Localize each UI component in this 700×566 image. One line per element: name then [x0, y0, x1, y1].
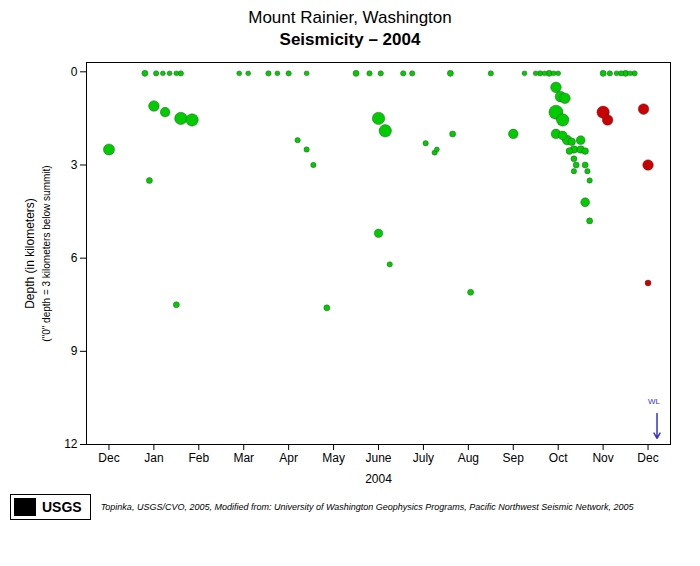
- svg-text:Dec: Dec: [98, 451, 119, 465]
- svg-text:Mar: Mar: [233, 451, 254, 465]
- svg-text:Aug: Aug: [458, 451, 479, 465]
- svg-text:May: May: [322, 451, 345, 465]
- svg-text:9: 9: [71, 344, 78, 358]
- svg-text:WL: WL: [648, 397, 661, 406]
- svg-text:June: June: [365, 451, 391, 465]
- html-text:USGS: USGS: [42, 499, 82, 515]
- html-text:Mount Rainier, Washington: Mount Rainier, Washington: [248, 8, 452, 27]
- svg-text:Jan: Jan: [144, 451, 163, 465]
- svg-text:12: 12: [64, 437, 78, 451]
- svg-text:Feb: Feb: [188, 451, 209, 465]
- svg-text:Dec: Dec: [637, 451, 658, 465]
- svg-text:Apr: Apr: [279, 451, 298, 465]
- svg-text:Nov: Nov: [592, 451, 613, 465]
- svg-text:2004: 2004: [365, 472, 392, 486]
- svg-text:July: July: [413, 451, 434, 465]
- svg-text:Depth (in kilometers): Depth (in kilometers): [23, 198, 37, 309]
- svg-text:Oct: Oct: [549, 451, 568, 465]
- svg-text:0: 0: [71, 65, 78, 79]
- svg-text:("0" depth = 3 kilometers belo: ("0" depth = 3 kilometers below summit): [41, 165, 52, 341]
- svg-text:3: 3: [71, 158, 78, 172]
- svg-text:6: 6: [71, 251, 78, 265]
- html-text:Seismicity – 2004: Seismicity – 2004: [279, 30, 421, 49]
- html-text:Topinka, USGS/CVO, 2005, Modif: Topinka, USGS/CVO, 2005, Modified from: …: [100, 502, 634, 512]
- svg-text:Sep: Sep: [503, 451, 525, 465]
